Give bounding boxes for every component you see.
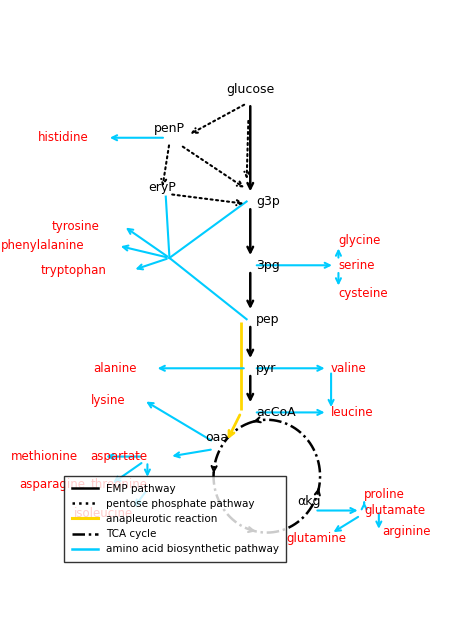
Text: glutamate: glutamate bbox=[364, 504, 425, 517]
Text: proline: proline bbox=[364, 488, 405, 501]
Text: alanine: alanine bbox=[93, 362, 137, 375]
Text: penP: penP bbox=[154, 122, 185, 135]
Text: acCoA: acCoA bbox=[256, 406, 295, 419]
Text: lysine: lysine bbox=[91, 394, 125, 406]
Text: αkg: αkg bbox=[297, 495, 321, 508]
Text: serine: serine bbox=[338, 259, 375, 272]
Text: asparagine: asparagine bbox=[19, 478, 85, 491]
Text: tryptophan: tryptophan bbox=[41, 264, 107, 276]
Text: leucine: leucine bbox=[331, 406, 374, 419]
Text: aspartate: aspartate bbox=[90, 450, 147, 463]
Text: tyrosine: tyrosine bbox=[52, 220, 100, 233]
Legend: EMP pathway, pentose phosphate pathway, anapleurotic reaction, TCA cycle, amino : EMP pathway, pentose phosphate pathway, … bbox=[64, 476, 286, 562]
Text: cysteine: cysteine bbox=[338, 287, 388, 300]
Text: glutamine: glutamine bbox=[286, 532, 346, 545]
Text: glucose: glucose bbox=[226, 83, 274, 96]
Text: threonine: threonine bbox=[91, 478, 147, 491]
Text: phenylalanine: phenylalanine bbox=[1, 239, 85, 252]
Text: oaa: oaa bbox=[206, 431, 229, 445]
Text: pep: pep bbox=[256, 313, 279, 326]
Text: isoleucine: isoleucine bbox=[73, 508, 133, 520]
Text: valine: valine bbox=[331, 362, 367, 375]
Text: histidine: histidine bbox=[38, 131, 89, 144]
Text: methionine: methionine bbox=[10, 450, 78, 463]
Text: glycine: glycine bbox=[338, 234, 381, 247]
Text: eryP: eryP bbox=[148, 181, 176, 194]
Text: pyr: pyr bbox=[256, 362, 276, 375]
Text: arginine: arginine bbox=[383, 525, 431, 538]
Text: 3pg: 3pg bbox=[256, 259, 280, 272]
Text: g3p: g3p bbox=[256, 195, 280, 208]
